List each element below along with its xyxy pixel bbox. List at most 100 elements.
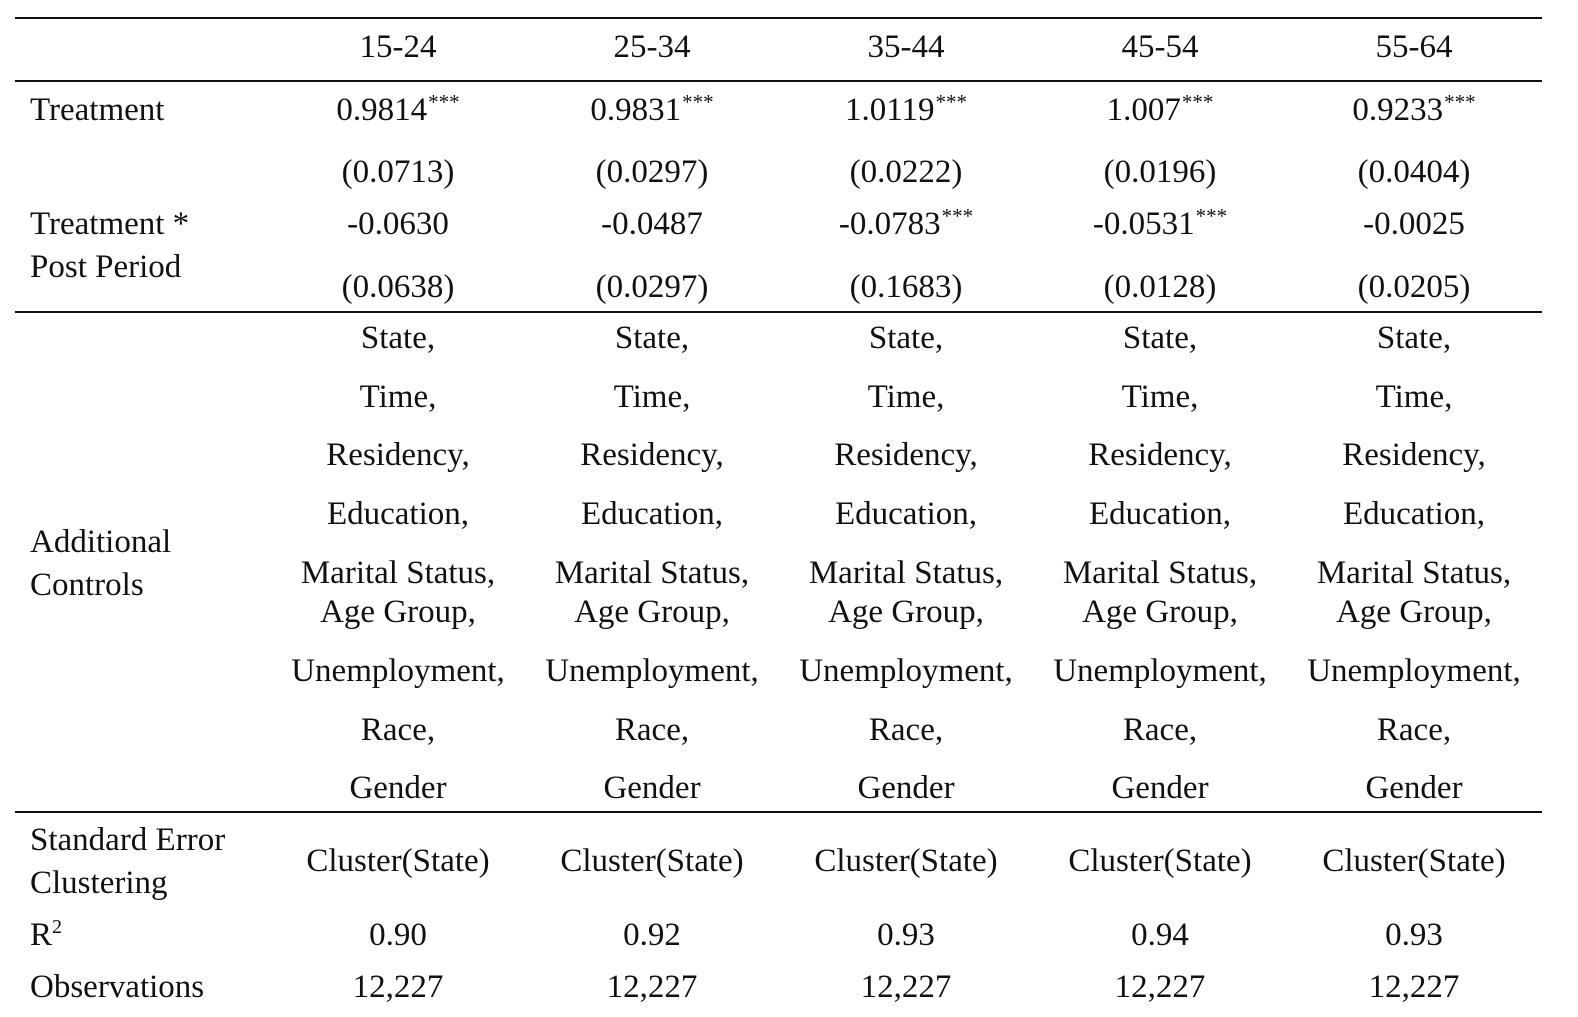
control-item: Education, <box>1088 496 1232 532</box>
clustering-value: Cluster(State) <box>1322 843 1506 879</box>
control-item: Unemployment, <box>799 653 1013 689</box>
interaction-coef: -0.0487 <box>601 208 703 241</box>
control-item: Education, <box>834 496 978 532</box>
control-item: Residency, <box>1088 437 1232 473</box>
row-label-treatment: Treatment <box>30 92 165 128</box>
significance-stars: *** <box>935 90 968 114</box>
control-item: Residency, <box>580 437 724 473</box>
clustering-value: Cluster(State) <box>306 843 490 879</box>
control-item: Gender <box>857 770 955 806</box>
significance-stars: *** <box>1444 90 1476 114</box>
control-item: Marital Status, <box>1062 555 1258 591</box>
treatment-se: (0.0404) <box>1357 154 1471 190</box>
row-label-observations: Observations <box>30 969 205 1005</box>
row-label-controls-line1: Additional <box>30 524 172 560</box>
column-header-age-45-54: 45-54 <box>1121 29 1199 65</box>
interaction-se: (0.1683) <box>849 269 963 305</box>
r-squared-value: 0.92 <box>623 917 681 953</box>
control-item: Race, <box>868 712 944 748</box>
control-item: Time, <box>359 379 437 415</box>
control-item: Marital Status, <box>808 555 1004 591</box>
coef-value: -0.0531 <box>1092 206 1195 242</box>
treatment-coef: 1.007*** <box>1106 92 1214 128</box>
control-item: State, <box>868 320 944 356</box>
significance-stars: *** <box>428 90 460 114</box>
column-header-age-55-64: 55-64 <box>1375 29 1453 65</box>
clustering-value: Cluster(State) <box>1068 843 1252 879</box>
observations-value: 12,227 <box>606 969 698 1005</box>
row-label-controls-line2: Controls <box>30 567 144 603</box>
coef-value: -0.0025 <box>1363 206 1465 242</box>
row-label-clustering-line1: Standard Error <box>30 822 226 858</box>
treatment-coef: 1.0119*** <box>845 92 967 127</box>
row-label-interaction-line2: Post Period <box>30 249 182 285</box>
control-item: Age Group, <box>828 594 984 630</box>
coef-value: -0.0630 <box>347 206 449 242</box>
column-header-age-25-34: 25-34 <box>613 29 691 65</box>
r-squared-value: 0.94 <box>1131 917 1189 953</box>
control-item: Race, <box>614 712 690 748</box>
coef-value: 1.007 <box>1106 92 1181 128</box>
coef-value: -0.0487 <box>601 206 703 242</box>
treatment-se: (0.0713) <box>341 154 455 190</box>
control-item: Age Group, <box>1336 594 1492 630</box>
treatment-coef: 0.9233*** <box>1352 92 1475 128</box>
control-item: Education, <box>326 496 470 532</box>
control-item: State, <box>1376 320 1452 356</box>
interaction-se: (0.0297) <box>595 269 709 305</box>
control-item: Unemployment, <box>291 653 505 689</box>
control-item: Education, <box>1342 496 1486 532</box>
control-item: Residency, <box>834 437 978 473</box>
control-item: Race, <box>360 712 436 748</box>
treatment-coef: 0.9831*** <box>590 92 713 128</box>
column-header-age-35-44: 35-44 <box>867 29 945 65</box>
observations-value: 12,227 <box>1114 969 1206 1005</box>
coef-value: 0.9233 <box>1352 92 1444 128</box>
treatment-se: (0.0222) <box>849 154 963 190</box>
r-squared-value: 0.93 <box>1385 917 1443 953</box>
r-squared-label: R <box>30 917 53 953</box>
interaction-se: (0.0128) <box>1103 269 1217 305</box>
header-rule <box>15 80 1542 82</box>
column-header-age-15-24: 15-24 <box>359 29 437 65</box>
control-item: Age Group, <box>1082 594 1238 630</box>
clustering-value: Cluster(State) <box>814 843 998 879</box>
control-item: Age Group, <box>320 594 476 630</box>
row-label-r-squared: R2 <box>30 916 63 953</box>
treatment-se: (0.0297) <box>595 154 709 190</box>
controls-rule <box>15 811 1542 813</box>
control-item: Age Group, <box>574 594 730 630</box>
coefficients-rule <box>15 311 1542 313</box>
coef-value: 0.9831 <box>590 92 682 128</box>
r-squared-value: 0.90 <box>369 917 427 953</box>
control-item: Marital Status, <box>554 555 750 591</box>
control-item: State, <box>614 320 690 356</box>
observations-value: 12,227 <box>1368 969 1460 1005</box>
treatment-se: (0.0196) <box>1103 154 1217 190</box>
significance-stars: *** <box>682 90 714 114</box>
control-item: Education, <box>580 496 724 532</box>
clustering-value: Cluster(State) <box>560 843 744 879</box>
control-item: Unemployment, <box>1053 653 1267 689</box>
control-item: Gender <box>1111 770 1209 806</box>
control-item: Unemployment, <box>545 653 759 689</box>
control-item: Race, <box>1122 712 1198 748</box>
control-item: Marital Status, <box>1316 555 1512 591</box>
coef-value: -0.0783 <box>838 206 941 242</box>
control-item: Gender <box>1365 770 1463 806</box>
r-squared-superscript: 2 <box>52 916 63 938</box>
control-item: Time, <box>1121 379 1199 415</box>
control-item: Marital Status, <box>300 555 496 591</box>
coef-value: 0.9814 <box>336 92 428 128</box>
control-item: Unemployment, <box>1307 653 1521 689</box>
control-item: State, <box>360 320 436 356</box>
control-item: Residency, <box>1342 437 1486 473</box>
row-label-clustering-line2: Clustering <box>30 865 168 901</box>
control-item: Time, <box>1375 379 1453 415</box>
interaction-coef: -0.0630 <box>347 208 449 241</box>
control-item: Time, <box>867 379 945 415</box>
observations-value: 12,227 <box>352 969 444 1005</box>
observations-value: 12,227 <box>860 969 952 1005</box>
interaction-coef: -0.0531*** <box>1092 206 1227 242</box>
